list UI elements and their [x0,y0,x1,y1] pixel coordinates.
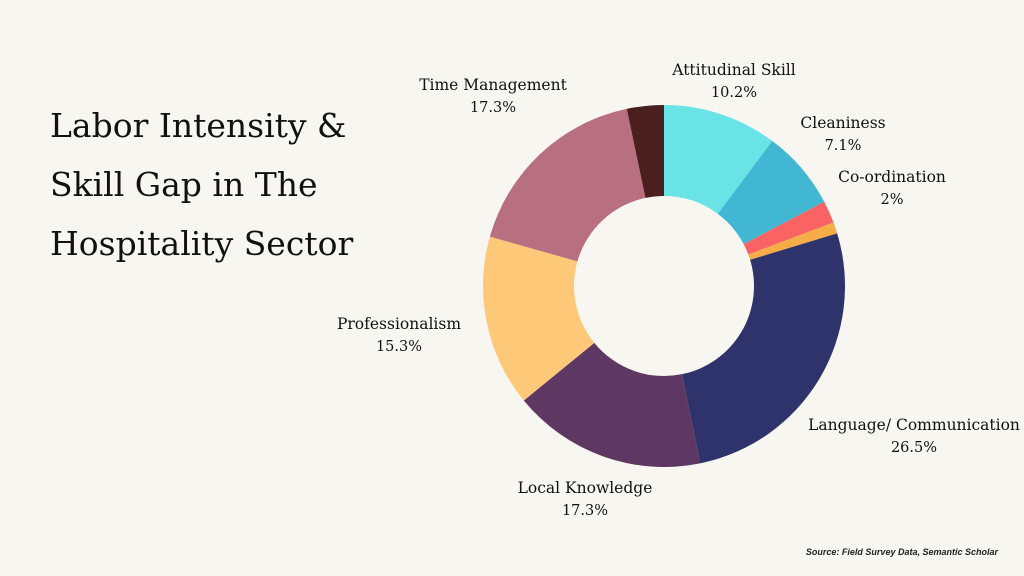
slice-unlabeled-8 [626,105,664,198]
slice-co-ordination [743,201,834,255]
label-language-communication: Language/ Communication [808,416,1020,434]
value-label-language-communication: 26.5% [891,440,937,456]
slice-unlabeled-3 [748,222,838,260]
slices-group [482,105,845,467]
value-label-professionalism: 15.3% [376,339,422,355]
slice-attitudinal-skill [664,105,773,214]
slice-cleaniness [717,140,825,245]
value-label-cleaniness: 7.1% [825,138,862,154]
value-label-attitudinal-skill: 10.2% [711,85,757,101]
label-attitudinal-skill: Attitudinal Skill [671,61,795,79]
label-cleaniness: Cleaniness [800,114,885,132]
value-label-time-management: 17.3% [470,100,516,116]
label-co-ordination: Co-ordination [838,168,946,186]
value-label-local-knowledge: 17.3% [562,503,608,519]
labels-group: Attitudinal Skill 10.2% Cleaniness 7.1% Co-o… [337,61,1020,519]
label-professionalism: Professionalism [337,315,461,333]
slice-professionalism [482,236,595,401]
slice-time-management [489,108,646,262]
value-label-co-ordination: 2% [880,192,903,208]
slice-local-knowledge [523,342,701,467]
chart-title: Labor Intensity & Skill Gap in The Hospi… [50,106,354,263]
slice-language-communication [681,233,845,464]
source-note: Source: Field Survey Data, Semantic Scho… [805,547,998,557]
label-time-management: Time Management [419,76,567,94]
label-local-knowledge: Local Knowledge [518,479,653,497]
